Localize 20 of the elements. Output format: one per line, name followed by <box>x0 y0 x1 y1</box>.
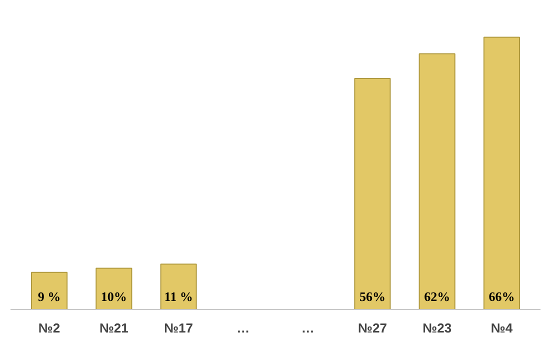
x-tick-label: №21 <box>99 320 128 336</box>
data-label: 62% <box>424 289 450 304</box>
bar <box>160 264 197 310</box>
data-label: 56% <box>359 289 386 304</box>
data-label: 11 % <box>164 289 193 304</box>
data-label: 9 % <box>38 289 61 304</box>
x-tick-label: №2 <box>38 320 60 336</box>
x-tick-label: №23 <box>422 320 452 336</box>
x-tick-label: … <box>301 320 314 336</box>
x-tick-label: №4 <box>490 320 514 336</box>
bar <box>354 78 391 310</box>
data-label: 10% <box>100 289 127 304</box>
bar <box>96 268 132 310</box>
bar <box>483 36 520 310</box>
x-tick-label: №17 <box>164 320 194 336</box>
x-tick-label: №27 <box>358 320 387 336</box>
bar <box>418 53 456 310</box>
data-label: 66% <box>488 289 515 304</box>
bar <box>31 272 68 310</box>
x-tick-label: … <box>236 320 250 336</box>
